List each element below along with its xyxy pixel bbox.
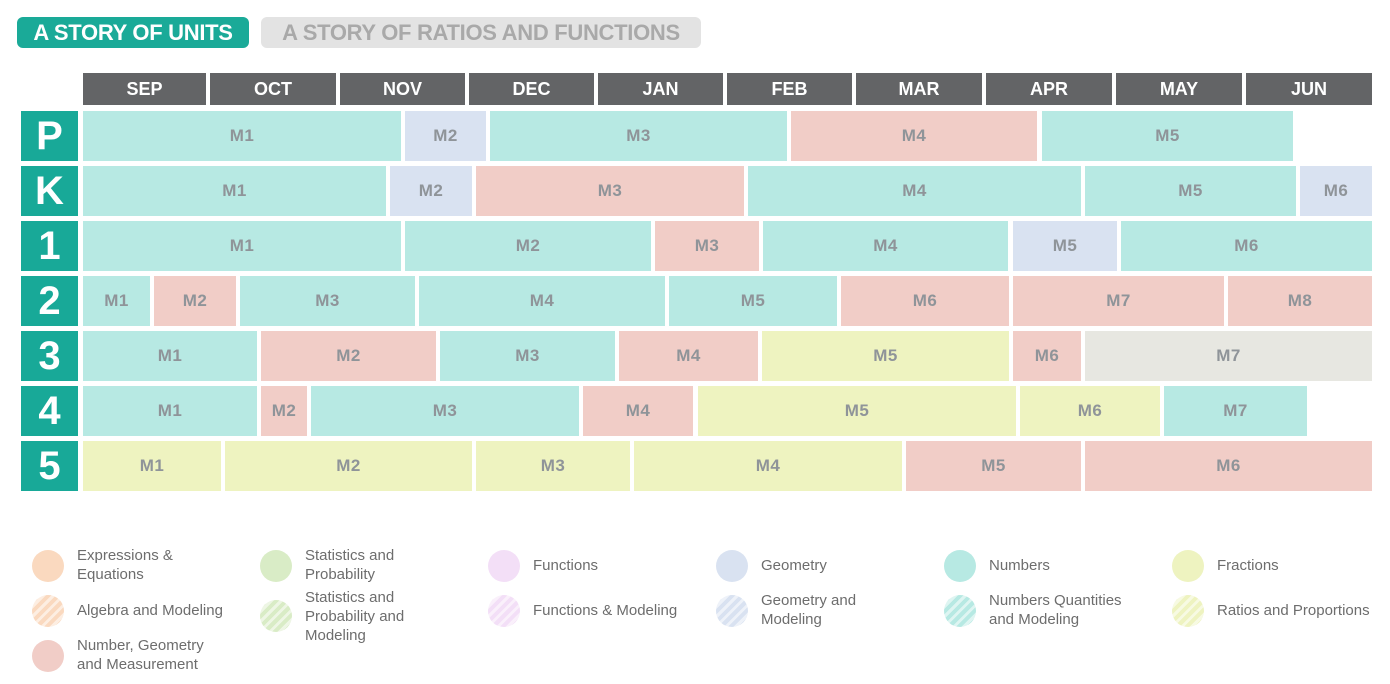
module-grade-3-m5[interactable]: M5 bbox=[762, 331, 1009, 381]
grade-label-4: 4 bbox=[21, 386, 78, 436]
module-grade-4-m1[interactable]: M1 bbox=[83, 386, 257, 436]
module-grade-1-m4[interactable]: M4 bbox=[763, 221, 1008, 271]
legend-label-geometry-and-modeling: Geometry and Modeling bbox=[761, 592, 857, 628]
module-grade-4-m5[interactable]: M5 bbox=[698, 386, 1016, 436]
module-grade-1-m6[interactable]: M6 bbox=[1121, 221, 1372, 271]
legend-label-geometry: Geometry bbox=[761, 557, 827, 574]
grade-label-2: 2 bbox=[21, 276, 78, 326]
grade-label-3: 3 bbox=[21, 331, 78, 381]
month-header-mar: MAR bbox=[856, 73, 982, 105]
module-grade-4-m7[interactable]: M7 bbox=[1164, 386, 1307, 436]
module-grade-p-m4[interactable]: M4 bbox=[791, 111, 1037, 161]
module-grade-2-m7[interactable]: M7 bbox=[1013, 276, 1224, 326]
legend-label-number-geometry-and-measurement: Number, Geometry and Measurement bbox=[77, 637, 204, 673]
legend-swatch-functions-modeling bbox=[488, 595, 520, 627]
module-grade-k-m2[interactable]: M2 bbox=[390, 166, 472, 216]
legend-swatch-expressions-equations bbox=[32, 550, 64, 582]
legend-swatch-number-geometry-and-measurement bbox=[32, 640, 64, 672]
legend-label-numbers-quantities-and-modeling: Numbers Quantities and Modeling bbox=[989, 592, 1122, 628]
module-grade-3-m1[interactable]: M1 bbox=[83, 331, 257, 381]
module-grade-k-m5[interactable]: M5 bbox=[1085, 166, 1296, 216]
module-grade-k-m4[interactable]: M4 bbox=[748, 166, 1081, 216]
legend-swatch-geometry-and-modeling bbox=[716, 595, 748, 627]
legend-swatch-fractions bbox=[1172, 550, 1204, 582]
grade-label-5: 5 bbox=[21, 441, 78, 491]
legend-label-statistics-and-probability-and-modeling: Statistics and Probability and Modeling bbox=[305, 589, 405, 644]
module-grade-p-m2[interactable]: M2 bbox=[405, 111, 486, 161]
module-grade-2-m3[interactable]: M3 bbox=[240, 276, 415, 326]
legend-label-functions: Functions bbox=[533, 557, 599, 574]
tab-a-story-of-ratios-and-functions[interactable]: A STORY OF RATIOS AND FUNCTIONS bbox=[261, 17, 701, 48]
grade-label-p: P bbox=[21, 111, 78, 161]
legend-label-ratios-and-proportions: Ratios and Proportions bbox=[1217, 602, 1370, 619]
module-grade-2-m1[interactable]: M1 bbox=[83, 276, 150, 326]
legend-swatch-algebra-and-modeling bbox=[32, 595, 64, 627]
legend-swatch-statistics-and-probability bbox=[260, 550, 292, 582]
month-header-dec: DEC bbox=[469, 73, 594, 105]
grade-label-k: K bbox=[21, 166, 78, 216]
module-grade-k-m1[interactable]: M1 bbox=[83, 166, 386, 216]
month-header-sep: SEP bbox=[83, 73, 206, 105]
tab-a-story-of-units[interactable]: A STORY OF UNITS bbox=[17, 17, 249, 48]
module-grade-p-m3[interactable]: M3 bbox=[490, 111, 787, 161]
module-grade-p-m1[interactable]: M1 bbox=[83, 111, 401, 161]
module-grade-4-m4[interactable]: M4 bbox=[583, 386, 693, 436]
grade-label-1: 1 bbox=[21, 221, 78, 271]
legend-swatch-numbers-quantities-and-modeling bbox=[944, 595, 976, 627]
module-grade-2-m5[interactable]: M5 bbox=[669, 276, 837, 326]
module-grade-k-m3[interactable]: M3 bbox=[476, 166, 744, 216]
month-header-apr: APR bbox=[986, 73, 1112, 105]
month-header-may: MAY bbox=[1116, 73, 1242, 105]
module-grade-k-m6[interactable]: M6 bbox=[1300, 166, 1372, 216]
module-grade-3-m6[interactable]: M6 bbox=[1013, 331, 1081, 381]
module-grade-3-m7[interactable]: M7 bbox=[1085, 331, 1372, 381]
month-header-feb: FEB bbox=[727, 73, 852, 105]
module-grade-5-m5[interactable]: M5 bbox=[906, 441, 1081, 491]
module-grade-3-m4[interactable]: M4 bbox=[619, 331, 758, 381]
module-grade-1-m2[interactable]: M2 bbox=[405, 221, 651, 271]
module-grade-3-m2[interactable]: M2 bbox=[261, 331, 436, 381]
month-header-jun: JUN bbox=[1246, 73, 1372, 105]
module-grade-p-m5[interactable]: M5 bbox=[1042, 111, 1293, 161]
module-grade-5-m2[interactable]: M2 bbox=[225, 441, 472, 491]
legend-label-expressions-equations: Expressions & Equations bbox=[77, 547, 173, 583]
module-grade-1-m5[interactable]: M5 bbox=[1013, 221, 1117, 271]
legend-label-numbers: Numbers bbox=[989, 557, 1050, 574]
module-grade-4-m3[interactable]: M3 bbox=[311, 386, 579, 436]
module-grade-2-m6[interactable]: M6 bbox=[841, 276, 1009, 326]
legend-swatch-ratios-and-proportions bbox=[1172, 595, 1204, 627]
legend-label-fractions: Fractions bbox=[1217, 557, 1279, 574]
module-grade-2-m2[interactable]: M2 bbox=[154, 276, 236, 326]
legend-swatch-geometry bbox=[716, 550, 748, 582]
legend-label-statistics-and-probability: Statistics and Probability bbox=[305, 547, 395, 583]
legend-swatch-numbers bbox=[944, 550, 976, 582]
module-grade-5-m3[interactable]: M3 bbox=[476, 441, 630, 491]
module-grade-5-m1[interactable]: M1 bbox=[83, 441, 221, 491]
module-grade-5-m6[interactable]: M6 bbox=[1085, 441, 1372, 491]
legend-label-functions-modeling: Functions & Modeling bbox=[533, 602, 678, 619]
legend-swatch-statistics-and-probability-and-modeling bbox=[260, 600, 292, 632]
legend-swatch-functions bbox=[488, 550, 520, 582]
module-grade-3-m3[interactable]: M3 bbox=[440, 331, 615, 381]
module-grade-1-m1[interactable]: M1 bbox=[83, 221, 401, 271]
legend-label-algebra-and-modeling: Algebra and Modeling bbox=[77, 602, 223, 619]
month-header-jan: JAN bbox=[598, 73, 723, 105]
module-grade-2-m4[interactable]: M4 bbox=[419, 276, 665, 326]
module-grade-5-m4[interactable]: M4 bbox=[634, 441, 902, 491]
module-grade-2-m8[interactable]: M8 bbox=[1228, 276, 1372, 326]
module-grade-4-m6[interactable]: M6 bbox=[1020, 386, 1160, 436]
module-grade-1-m3[interactable]: M3 bbox=[655, 221, 759, 271]
month-header-nov: NOV bbox=[340, 73, 465, 105]
month-header-oct: OCT bbox=[210, 73, 336, 105]
module-grade-4-m2[interactable]: M2 bbox=[261, 386, 307, 436]
